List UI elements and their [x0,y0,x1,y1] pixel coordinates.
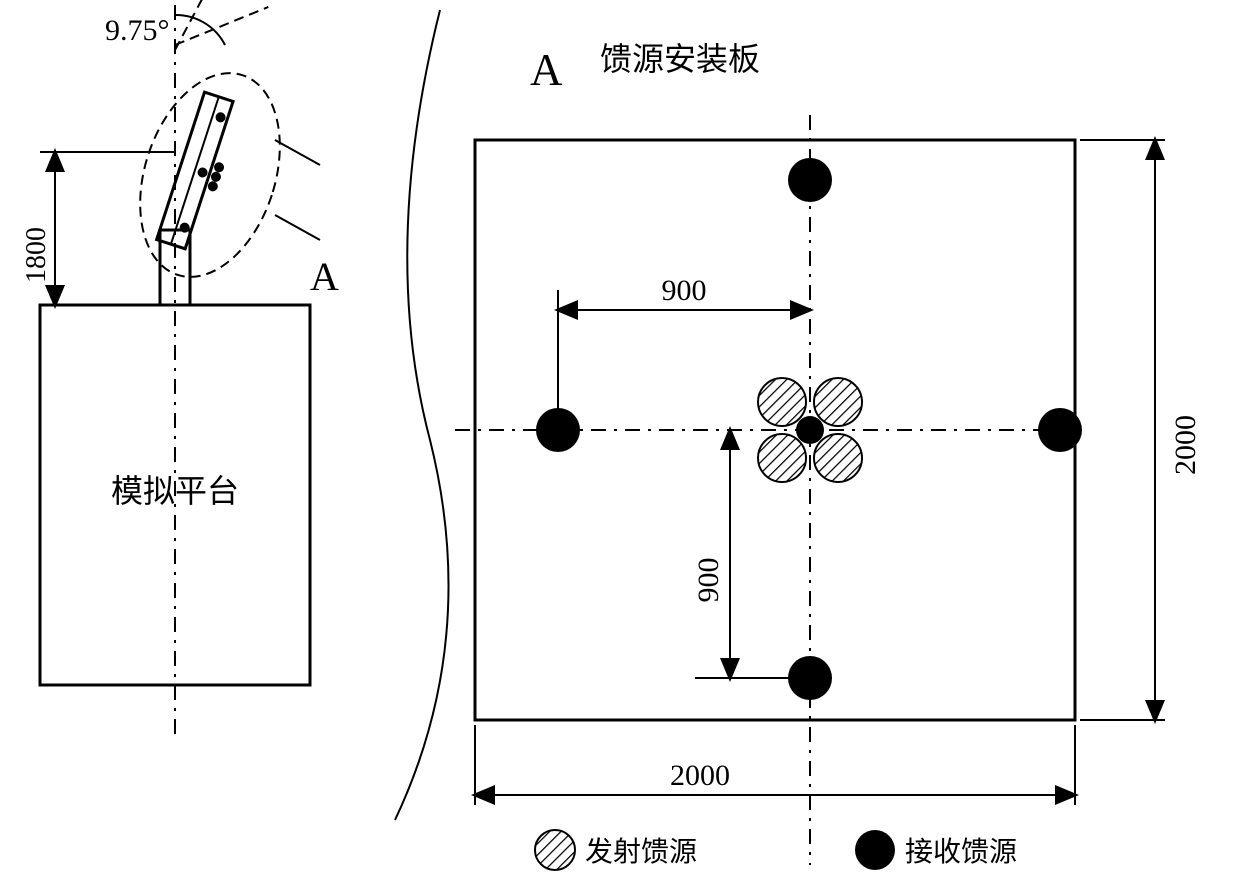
angle-label: 9.75° [105,14,170,47]
dim900v-label: 900 [692,558,725,603]
transmit-feed-icon [758,434,806,482]
main-svg: 9.75° A 1800 模拟平台 A 馈源安装板 [0,0,1240,883]
transmit-feed-icon [814,434,862,482]
receive-feed-icon [788,158,832,202]
detail-a-left: A [310,254,339,299]
tilted-panel-group [157,92,245,252]
dim2000b-label: 2000 [670,759,730,792]
leader-1 [275,140,320,165]
detail-a-right: A [530,45,563,95]
transmit-feed-icon [814,378,862,426]
legend-transmit-icon [535,830,575,870]
transmit-feed-icon [758,378,806,426]
angle-ref-line [175,0,268,69]
legend-receive-icon [855,830,895,870]
receive-feed-icon [536,408,580,452]
platform-label: 模拟平台 [111,473,239,509]
legend-receive-label: 接收馈源 [905,836,1017,868]
receive-feed-icon [796,416,824,444]
leader-2 [275,215,320,240]
dim2000r-label: 2000 [1169,415,1202,475]
legend-transmit-label: 发射馈源 [585,836,697,868]
angle-arc [175,15,225,45]
dim1800-label: 1800 [21,227,52,283]
dim900h-label: 900 [662,274,707,307]
separator-curve [395,10,449,820]
right-title: 馈源安装板 [600,41,760,77]
receive-feed-icon [1038,408,1082,452]
diagram-container: 9.75° A 1800 模拟平台 A 馈源安装板 [0,0,1240,883]
